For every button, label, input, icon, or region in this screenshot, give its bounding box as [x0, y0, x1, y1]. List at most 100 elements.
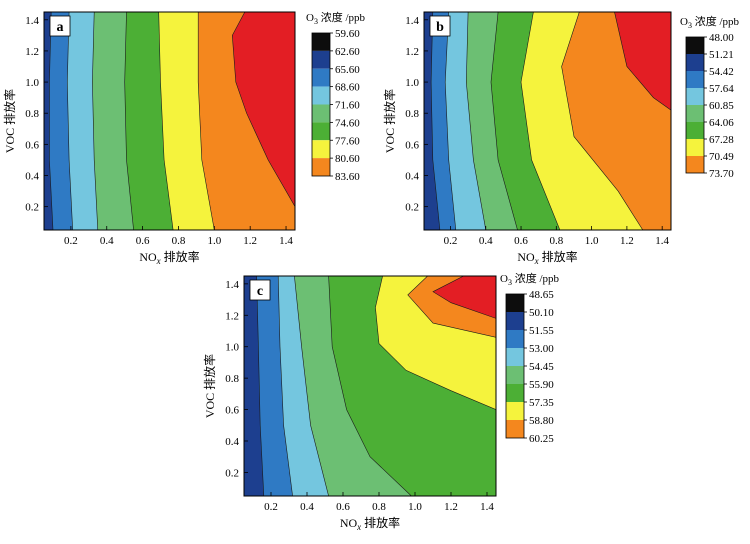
colorbar-level-label: 57.35 [529, 397, 554, 409]
panel-label-text: c [257, 284, 263, 299]
y-tick-label: 1.4 [25, 15, 39, 27]
y-tick-label: 1.0 [405, 77, 419, 89]
colorbar-level-label: 60.25 [529, 433, 554, 445]
x-tick-label: 0.6 [136, 235, 150, 247]
x-axis-label: NOx 排放率 [517, 249, 577, 266]
colorbar-level-label: 67.28 [709, 134, 734, 146]
contour-band-8 [433, 276, 496, 319]
contour-line-4 [124, 12, 134, 230]
contour-line-7 [432, 276, 496, 319]
y-tick-label: 0.6 [405, 139, 419, 151]
contour-line-6 [197, 12, 215, 230]
x-tick-label: 1.0 [585, 235, 599, 247]
panel-a: a 0.2 0.4 0.6 0.8 1.0 1.2 1.4 0.2 0.4 0.6 0.8 1.0 1.2… [2, 10, 366, 266]
x-tick-label: 0.4 [300, 501, 314, 513]
contour-line-5 [158, 12, 174, 230]
contour-band-8 [232, 12, 295, 207]
colorbar-swatch-7 [312, 158, 330, 176]
x-tick-label: 0.2 [264, 501, 278, 513]
colorbar-swatch-5 [506, 384, 524, 402]
contour-line-1 [49, 12, 54, 230]
colorbar: O3 浓度 /ppb 48.65 50.10 51.55 53.00 54.45 55.90… [500, 271, 560, 445]
colorbar-swatch-3 [312, 86, 330, 105]
panel-c: c 0.2 0.4 0.6 0.8 1.0 1.2 1.4 0.2 0.4 0.6 0.8 1.0 1.2… [202, 271, 560, 532]
x-tick-label: 0.2 [64, 235, 78, 247]
colorbar-level-label: 62.60 [335, 46, 360, 58]
x-tick-label: 0.6 [514, 235, 528, 247]
y-tick-label: 0.6 [225, 405, 239, 417]
colorbar-swatch-1 [312, 50, 330, 69]
contour-line-6 [407, 276, 496, 338]
contour-line-1 [256, 276, 265, 496]
y-tick-label: 1.4 [225, 279, 239, 291]
colorbar-swatch-0 [686, 37, 704, 54]
colorbar-title: O3 浓度 /ppb [500, 271, 560, 287]
contour-line-3 [465, 12, 487, 230]
x-tick-label: 0.2 [444, 235, 458, 247]
colorbar-swatch-4 [312, 104, 330, 123]
panel-label-box [49, 15, 71, 37]
y-axis-label: VOC 排放率 [2, 89, 17, 153]
plot-area [424, 12, 671, 230]
colorbar-level-label: 59.60 [335, 28, 360, 40]
colorbar-swatch-5 [686, 122, 704, 139]
y-tick-label: 0.8 [25, 108, 39, 120]
y-tick-label: 0.6 [25, 139, 39, 151]
y-tick-label: 1.2 [225, 310, 239, 322]
colorbar-level-label: 48.65 [529, 289, 554, 301]
colorbar-level-label: 77.60 [335, 135, 360, 147]
y-tick-label: 0.2 [225, 467, 239, 479]
y-tick-label: 1.2 [25, 46, 39, 58]
x-tick-label: 0.4 [100, 235, 114, 247]
colorbar-swatch-0 [312, 33, 330, 51]
colorbar-level-label: 50.10 [529, 307, 554, 319]
y-tick-label: 1.0 [225, 342, 239, 354]
contour-line-5 [375, 276, 496, 410]
colorbar-swatch-1 [506, 312, 524, 330]
colorbar-level-label: 57.64 [709, 83, 734, 95]
colorbar-level-label: 70.49 [709, 151, 734, 163]
contour-line-4 [490, 12, 518, 230]
x-tick-label: 0.8 [372, 501, 386, 513]
colorbar-level-label: 53.00 [529, 343, 554, 355]
contour-line-4 [328, 276, 412, 496]
x-tick-label: 0.4 [479, 235, 493, 247]
y-tick-label: 0.4 [225, 436, 239, 448]
y-tick-label: 0.2 [405, 202, 419, 214]
y-axis-label: VOC 排放率 [382, 89, 397, 153]
x-tick-label: 1.4 [480, 501, 494, 513]
contour-band-8 [614, 12, 671, 111]
colorbar: O3 浓度 /ppb 48.00 51.21 54.42 57.64 60.85 64.06… [680, 14, 740, 180]
contour-line-1 [430, 12, 441, 230]
colorbar-swatch-4 [506, 366, 524, 384]
colorbar-level-label: 54.45 [529, 361, 554, 373]
x-tick-label: 1.0 [207, 235, 221, 247]
x-tick-label: 0.8 [172, 235, 186, 247]
colorbar-swatch-3 [686, 88, 704, 105]
panel-label-box [249, 279, 271, 301]
panel-label-box [429, 15, 451, 37]
contour-line-6 [561, 12, 644, 230]
colorbar-level-label: 60.85 [709, 100, 734, 112]
colorbar-level-label: 71.60 [335, 100, 360, 112]
x-tick-label: 1.4 [279, 235, 293, 247]
y-tick-label: 1.2 [405, 46, 419, 58]
colorbar-level-label: 48.00 [709, 32, 734, 44]
colorbar-swatch-5 [312, 122, 330, 141]
plot-area [244, 276, 496, 496]
x-tick-label: 0.6 [336, 501, 350, 513]
contour-line-2 [66, 12, 73, 230]
colorbar-level-label: 58.80 [529, 415, 554, 427]
contour-line-7 [231, 12, 295, 207]
panel-label: c [249, 279, 271, 301]
panel-b: b 0.2 0.4 0.6 0.8 1.0 1.2 1.4 0.2 0.4 0.6 0.8 1.0 1.2… [382, 11, 740, 266]
y-tick-label: 0.4 [25, 171, 39, 183]
contour-line-7 [614, 12, 671, 111]
colorbar-swatch-2 [506, 330, 524, 348]
colorbar-swatch-7 [686, 156, 704, 173]
colorbar-swatch-4 [686, 105, 704, 122]
contour-line-2 [444, 12, 457, 230]
colorbar-swatch-2 [312, 68, 330, 87]
plot-frame [243, 275, 497, 497]
